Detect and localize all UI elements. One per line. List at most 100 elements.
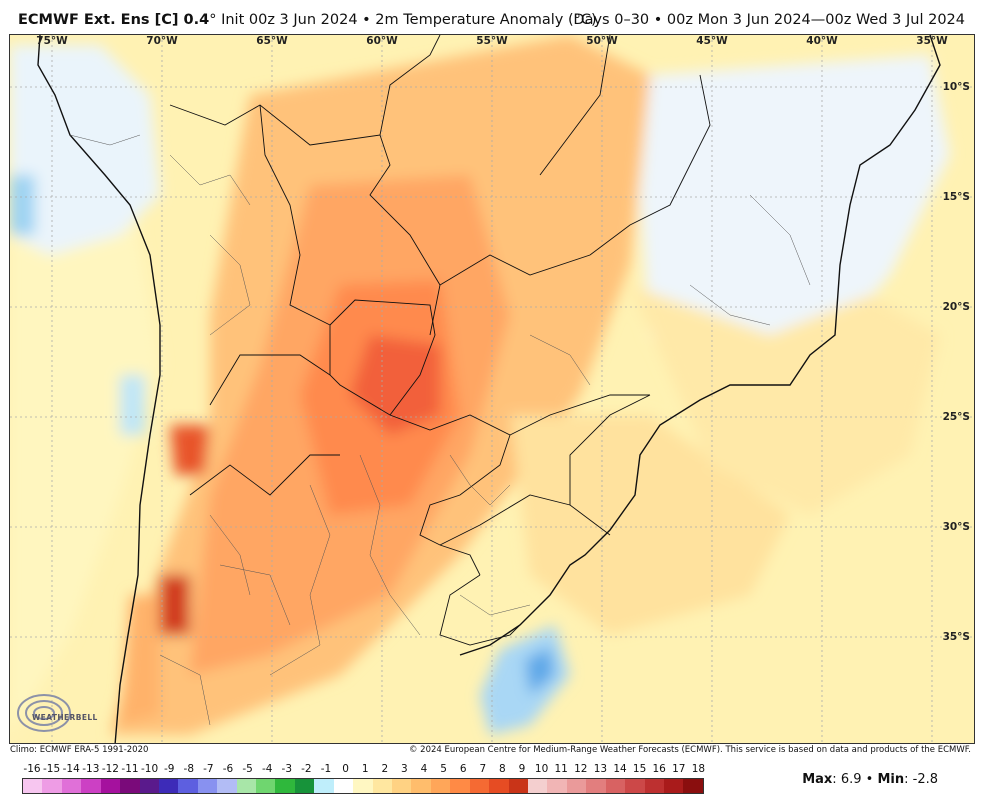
colorbar-cell [236,779,257,793]
colorbar-tick-label: 13 [593,763,608,775]
separator: • [865,772,874,787]
weatherbell-logo: WEATHERBELL [14,689,110,737]
map-title: ECMWF Ext. Ens [C] 0.4° Init 00z 3 Jun 2… [18,12,597,28]
min-value: -2.8 [912,772,938,787]
lat-label-20s: 20°S [942,301,970,313]
colorbar [22,778,704,794]
colorbar-tick-label: 2 [381,763,389,775]
copyright-note: © 2024 European Centre for Medium-Range … [408,745,971,755]
colorbar-tick-label: 11 [554,763,568,775]
colorbar-cell [353,779,373,793]
colorbar-tick-label: 1 [361,763,369,775]
colorbar-cell [392,779,412,793]
colorbar-labels: -16 -15 -14 -13 -12 -11 -10 -9 -8 -7 -6 -5 -4 -3 -2 -1 0… [0,763,720,777]
colorbar-tick-label: -3 [281,763,293,775]
colorbar-cell [333,779,354,793]
colorbar-tick-label: -11 [121,763,139,775]
init-text: Init 00z 3 Jun 2024 • 2m Temperature Ano… [221,12,597,28]
graticule [10,35,974,743]
colorbar-cell [372,779,393,793]
colorbar-cell [625,779,645,793]
colorbar-tick-label: 4 [420,763,428,775]
lon-label-40w: 40°W [806,35,838,47]
colorbar-cell [275,779,295,793]
lon-label-65w: 65°W [256,35,288,47]
colorbar-cell [508,779,528,793]
min-label: Min [877,772,905,787]
colorbar-tick-label: 0 [342,763,349,775]
colorbar-cell [430,779,451,793]
colorbar-cell [61,779,82,793]
colorbar-tick-label: 8 [499,763,506,775]
colorbar-tick-label: -15 [43,763,61,775]
colorbar-cell [450,779,470,793]
colorbar-cell [314,779,334,793]
colorbar-tick-label: 5 [440,763,447,775]
colorbar-cell [178,779,198,793]
colorbar-tick-label: -5 [242,763,253,775]
colorbar-cell [644,779,664,793]
colorbar-tick-label: 9 [518,763,526,775]
colorbar-tick-label: -7 [203,763,214,775]
lat-label-25s: 25°S [942,411,970,423]
valid-period: Days 0–30 • 00z Mon 3 Jun 2024—00z Wed 3… [573,12,965,28]
colorbar-tick-label: 10 [534,763,549,775]
colorbar-tick-label: 7 [479,763,487,775]
lon-label-45w: 45°W [696,35,728,47]
colorbar-cell [256,779,276,793]
colorbar-tick-label: -8 [183,763,195,775]
colorbar-cell [605,779,626,793]
colorbar-cell [469,779,490,793]
lon-label-75w: 75°W [36,35,68,47]
lat-label-10s: 10°S [942,81,970,93]
lon-label-70w: 70°W [146,35,178,47]
sub-borders [69,134,811,726]
borders [169,35,711,646]
colorbar-tick-label: 12 [574,763,588,775]
colorbar-tick-label: 18 [691,763,706,775]
logo-text: WEATHERBELL [32,713,98,722]
anomaly-shading [10,35,950,735]
colorbar-cell [120,779,140,793]
colorbar-cell [683,779,703,793]
degree-symbol: ° [209,12,217,28]
header: ECMWF Ext. Ens [C] 0.4° Init 00z 3 Jun 2… [0,0,984,34]
lat-label-35s: 35°S [942,631,970,643]
colorbar-tick-label: -12 [101,763,119,775]
colorbar-tick-label: 17 [672,763,686,775]
colorbar-cell [23,779,43,793]
colorbar-cell [42,779,62,793]
colorbar-cell [139,779,159,793]
colorbar-cell [197,779,218,793]
colorbar-tick-label: -4 [261,763,273,775]
colorbar-tick-label: 6 [459,763,467,775]
colorbar-cell [411,779,431,793]
anomaly-field [10,35,974,743]
colorbar-cell [100,779,121,793]
colorbar-cell [489,779,509,793]
swirl-icon [17,694,71,732]
lon-label-35w: 35°W [916,35,948,47]
colorbar-tick-label: -1 [320,763,332,775]
colorbar-tick-label: 14 [613,763,627,775]
coastline [37,35,941,743]
max-value: 6.9 [840,772,862,787]
colorbar-cell [81,779,101,793]
colorbar-cell [586,779,606,793]
climo-note: Climo: ECMWF ERA-5 1991-2020 [10,745,149,755]
colorbar-tick-label: 3 [401,763,408,775]
colorbar-cell [547,779,567,793]
lon-label-55w: 55°W [476,35,508,47]
lat-label-15s: 15°S [942,191,970,203]
colorbar-tick-label: 15 [632,763,647,775]
lon-label-50w: 50°W [586,35,618,47]
map-panel[interactable]: 75°W 70°W 65°W 60°W 55°W 50°W 45°W 40°W … [9,34,975,744]
lat-label-30s: 30°S [942,521,970,533]
max-label: Max [802,772,833,787]
colorbar-cell [663,779,684,793]
colorbar-tick-label: -9 [163,763,175,775]
colorbar-tick-label: -16 [23,763,41,775]
colorbar-tick-label: -10 [141,763,159,775]
colorbar-tick-label: -2 [301,763,312,775]
lon-label-60w: 60°W [366,35,398,47]
